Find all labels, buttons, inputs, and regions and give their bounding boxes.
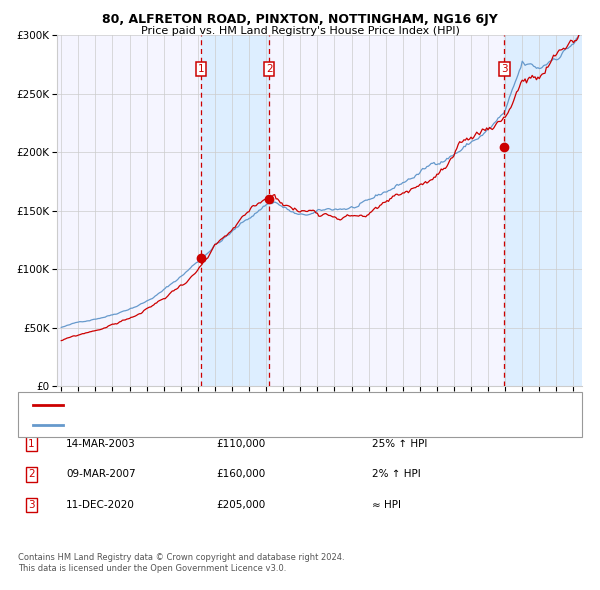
Text: 2: 2 [266, 64, 272, 74]
Text: £205,000: £205,000 [216, 500, 265, 510]
Text: 14-MAR-2003: 14-MAR-2003 [66, 439, 136, 448]
Text: £110,000: £110,000 [216, 439, 265, 448]
Text: 2: 2 [28, 470, 35, 479]
Text: 80, ALFRETON ROAD, PINXTON, NOTTINGHAM, NG16 6JY: 80, ALFRETON ROAD, PINXTON, NOTTINGHAM, … [102, 13, 498, 26]
Bar [201, 35, 269, 386]
Text: Price paid vs. HM Land Registry's House Price Index (HPI): Price paid vs. HM Land Registry's House … [140, 26, 460, 36]
Text: 2% ↑ HPI: 2% ↑ HPI [372, 470, 421, 479]
Text: ≈ HPI: ≈ HPI [372, 500, 401, 510]
Text: Contains HM Land Registry data © Crown copyright and database right 2024.
This d: Contains HM Land Registry data © Crown c… [18, 553, 344, 573]
Text: 1: 1 [28, 439, 35, 448]
Bar [505, 35, 599, 386]
Text: 09-MAR-2007: 09-MAR-2007 [66, 470, 136, 479]
Text: 3: 3 [501, 64, 508, 74]
Text: £160,000: £160,000 [216, 470, 265, 479]
Text: 25% ↑ HPI: 25% ↑ HPI [372, 439, 427, 448]
Text: 3: 3 [28, 500, 35, 510]
Text: HPI: Average price, detached house, Bolsover: HPI: Average price, detached house, Bols… [69, 420, 292, 430]
Text: 80, ALFRETON ROAD, PINXTON, NOTTINGHAM, NG16 6JY (detached house): 80, ALFRETON ROAD, PINXTON, NOTTINGHAM, … [69, 401, 434, 410]
Text: 11-DEC-2020: 11-DEC-2020 [66, 500, 135, 510]
Text: 1: 1 [198, 64, 205, 74]
